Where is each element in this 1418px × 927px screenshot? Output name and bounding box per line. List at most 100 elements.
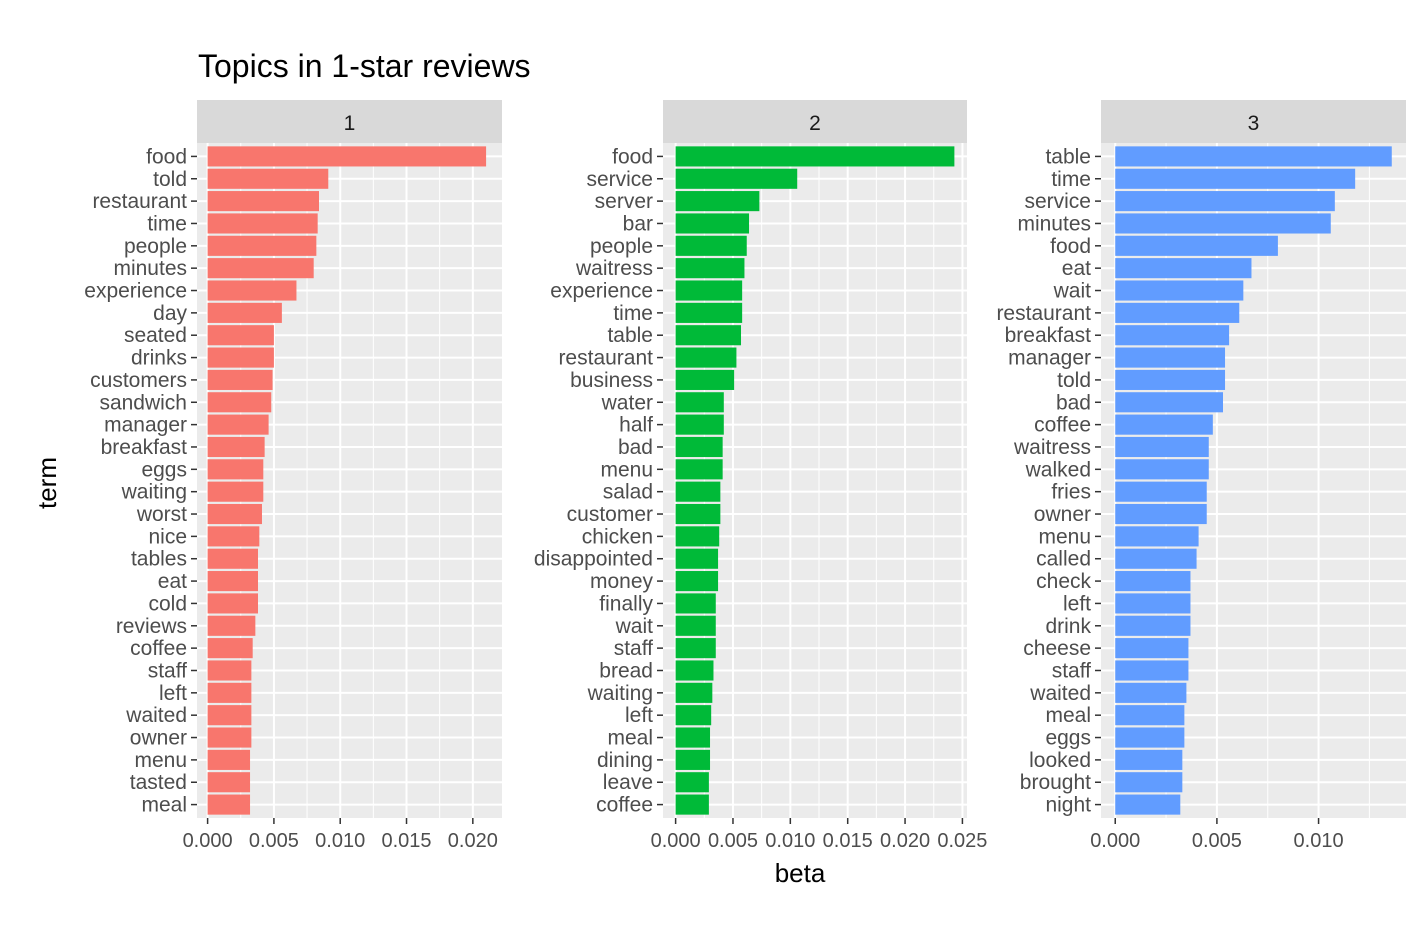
bar-restaurant	[675, 347, 737, 368]
bar-tasted	[207, 772, 251, 793]
term-label: day	[153, 302, 187, 325]
bar-staff	[1115, 660, 1189, 681]
bar-reviews	[207, 615, 256, 636]
x-tick-label: 0.020	[880, 830, 930, 852]
term-label: owner	[130, 727, 187, 750]
bar-called	[1115, 548, 1197, 569]
bar-waiting	[207, 481, 264, 502]
bar-worst	[207, 503, 262, 525]
bar-nice	[207, 526, 260, 547]
bar-meal	[207, 794, 251, 815]
term-label: waitress	[1013, 436, 1091, 459]
term-label: coffee	[596, 794, 653, 817]
x-tick-label: 0.025	[937, 830, 987, 852]
term-label: service	[586, 168, 653, 191]
facet-strip	[197, 100, 502, 143]
bar-salad	[675, 481, 721, 502]
bar-minutes	[207, 258, 314, 279]
bar-table	[675, 325, 742, 346]
facet-strip	[1101, 100, 1406, 143]
term-label: told	[153, 168, 187, 191]
term-label: finally	[599, 592, 653, 615]
term-label: people	[590, 235, 653, 258]
bar-drink	[1115, 615, 1191, 636]
term-label: called	[1036, 548, 1091, 571]
term-label: walked	[1025, 458, 1091, 481]
term-label: drinks	[131, 347, 187, 370]
bar-breakfast	[207, 436, 265, 458]
term-label: eggs	[1045, 727, 1091, 750]
term-label: brought	[1020, 771, 1091, 794]
bar-time	[207, 213, 318, 234]
term-label: meal	[1045, 704, 1091, 727]
term-label: coffee	[130, 637, 187, 660]
bar-day	[207, 302, 282, 323]
term-label: drink	[1045, 615, 1091, 638]
term-label: waited	[125, 704, 187, 727]
term-label: waiting	[121, 481, 187, 504]
term-label: cheese	[1023, 637, 1091, 660]
x-tick-label: 0.000	[651, 830, 701, 852]
bar-bread	[675, 660, 714, 681]
bar-eat	[1115, 258, 1252, 279]
bar-table	[1115, 146, 1392, 167]
bar-fries	[1115, 481, 1207, 502]
bar-restaurant	[207, 191, 319, 212]
term-label: menu	[134, 749, 187, 772]
bar-people	[207, 235, 317, 256]
term-label: manager	[104, 414, 187, 437]
term-label: worst	[136, 503, 187, 526]
bar-told	[1115, 369, 1226, 390]
bar-waited	[207, 705, 252, 726]
term-label: leave	[603, 771, 653, 794]
bar-waiting	[675, 682, 713, 703]
bar-service	[675, 168, 798, 189]
term-label: eat	[1062, 257, 1091, 280]
x-tick-label: 0.010	[315, 830, 365, 852]
term-label: waitress	[575, 257, 653, 280]
bar-water	[675, 392, 724, 413]
term-label: night	[1045, 794, 1091, 817]
term-label: service	[1024, 190, 1091, 213]
term-label: sandwich	[99, 391, 187, 414]
x-tick-label: 0.015	[381, 830, 431, 852]
bar-wait	[1115, 280, 1244, 301]
bar-server	[675, 191, 760, 212]
term-label: manager	[1008, 347, 1091, 370]
term-label: table	[607, 324, 653, 347]
bar-drinks	[207, 347, 274, 368]
bar-staff	[207, 660, 252, 681]
x-tick-label: 0.010	[765, 830, 815, 852]
bar-waitress	[1115, 436, 1209, 458]
term-label: time	[613, 302, 653, 325]
term-label: dining	[597, 749, 653, 772]
bar-experience	[675, 280, 743, 301]
term-label: bad	[618, 436, 653, 459]
bar-disappointed	[675, 548, 719, 569]
bar-bad	[1115, 392, 1223, 413]
term-label: server	[595, 190, 653, 213]
term-label: eat	[158, 570, 187, 593]
term-label: restaurant	[996, 302, 1091, 325]
bar-customer	[675, 503, 721, 525]
term-label: staff	[614, 637, 653, 660]
bar-food	[675, 146, 955, 167]
term-label: salad	[603, 481, 653, 504]
bar-menu	[1115, 526, 1199, 547]
term-label: meal	[141, 794, 187, 817]
bar-breakfast	[1115, 325, 1230, 346]
term-label: chicken	[582, 525, 653, 548]
bar-meal	[675, 727, 711, 748]
term-label: left	[625, 704, 653, 727]
x-tick-label: 0.010	[1294, 830, 1344, 852]
term-label: minutes	[113, 257, 187, 280]
term-label: check	[1036, 570, 1091, 593]
facet-panel-3: 3 tabletimeserviceminutesfoodeatwaitresta…	[996, 100, 1406, 852]
bar-time	[1115, 168, 1356, 189]
bar-time	[675, 302, 743, 323]
bar-half	[675, 414, 724, 435]
bar-eggs	[1115, 727, 1185, 748]
term-label: reviews	[116, 615, 187, 638]
term-label: seated	[124, 324, 187, 347]
bar-bar	[675, 213, 750, 234]
